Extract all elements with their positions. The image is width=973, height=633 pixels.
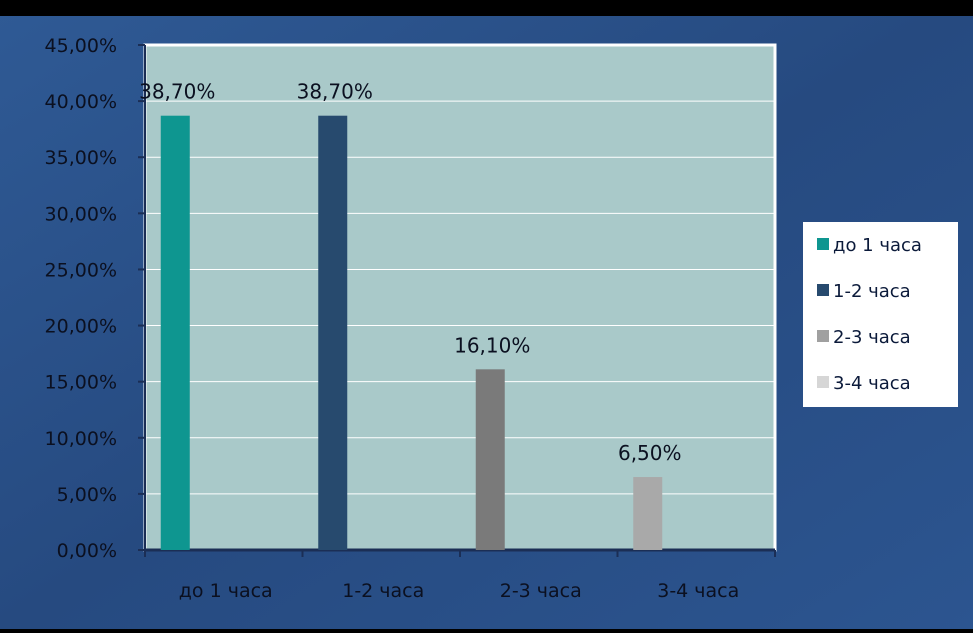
legend-item-label: 3-4 часа — [833, 373, 911, 394]
x-axis: до 1 часа 1-2 часа 2-3 часа 3-4 часа — [144, 548, 776, 602]
plot-area — [143, 43, 777, 552]
legend: до 1 часа 1-2 часа 2-3 часа 3-4 часа — [803, 222, 958, 407]
data-label: 6,50% — [618, 441, 682, 465]
y-tick-label: 30,00% — [45, 203, 117, 225]
legend-item-label: 1-2 часа — [833, 281, 911, 302]
y-tick-label: 10,00% — [45, 428, 117, 450]
legend-swatch — [817, 376, 829, 388]
top-frame-bar — [0, 0, 973, 16]
y-tick-label: 15,00% — [45, 372, 117, 394]
y-tick-label: 40,00% — [45, 91, 117, 113]
legend-item-label: 2-3 часа — [833, 327, 911, 348]
x-tick-label: 1-2 часа — [342, 580, 424, 602]
bottom-frame-bar — [0, 629, 973, 633]
bar-2 — [318, 115, 348, 550]
x-tick-label: 3-4 часа — [657, 580, 739, 602]
bars — [160, 115, 663, 550]
y-tick-label: 5,00% — [57, 484, 117, 506]
legend-item-label: до 1 часа — [833, 235, 922, 256]
x-tick-label: до 1 часа — [179, 580, 273, 602]
x-tick-label: 2-3 часа — [500, 580, 582, 602]
y-axis: 0,00% 5,00% 10,00% 15,00% 20,00% 25,00% 30,00%… — [45, 35, 146, 562]
y-tick-label: 35,00% — [45, 147, 117, 169]
y-tick-label: 25,00% — [45, 259, 117, 281]
plot-background — [143, 43, 777, 552]
legend-swatch — [817, 330, 829, 342]
y-tick-label: 0,00% — [57, 540, 117, 562]
bar-3 — [475, 369, 505, 550]
data-labels: 38,70% 38,70% 16,10% 6,50% — [139, 80, 681, 465]
data-label: 38,70% — [139, 80, 215, 104]
bar-1 — [160, 115, 190, 550]
legend-swatch — [817, 284, 829, 296]
bar-4 — [633, 477, 663, 550]
legend-swatch — [817, 238, 829, 250]
y-tick-label: 20,00% — [45, 316, 117, 338]
y-tick-label: 45,00% — [45, 35, 117, 57]
data-label: 16,10% — [454, 333, 530, 357]
data-label: 38,70% — [297, 80, 373, 104]
